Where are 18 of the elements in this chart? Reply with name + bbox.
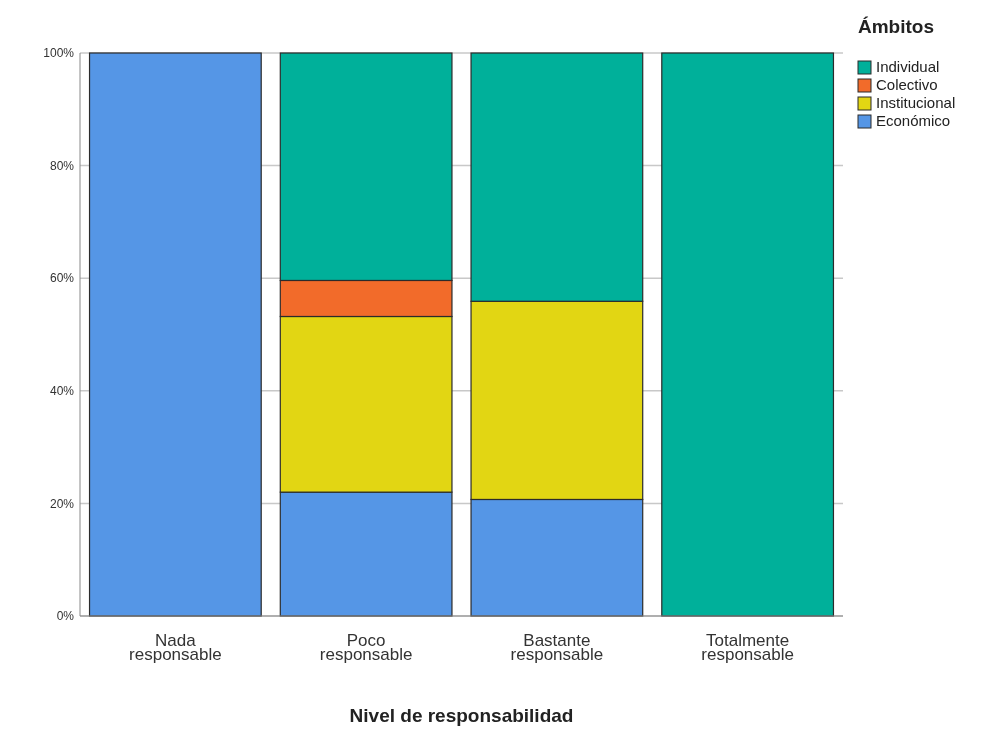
legend-label: Económico [876,112,951,129]
legend-title: Ámbitos [858,16,934,37]
y-tick-label: 80% [49,158,75,173]
legend-label: Colectivo [876,76,938,93]
y-tick-label: 20% [49,496,75,511]
x-tick-label: Totalmente responsable [701,631,794,665]
x-tick-label: Bastante responsable [510,631,604,665]
y-tick-label: 100% [43,46,75,61]
y-tick-label: 0% [56,609,75,624]
x-axis-title: Nivel de responsabilidad [349,705,574,726]
bar [661,52,835,617]
y-tick-label: 40% [49,384,75,398]
y-tick-label: 60% [49,271,75,286]
bar [88,52,262,617]
x-tick-label: Poco responsable [319,631,413,665]
legend-label: Individual [876,58,940,75]
legend-label: Institucional [876,94,956,111]
x-tick-label: Nada responsable [129,631,222,665]
